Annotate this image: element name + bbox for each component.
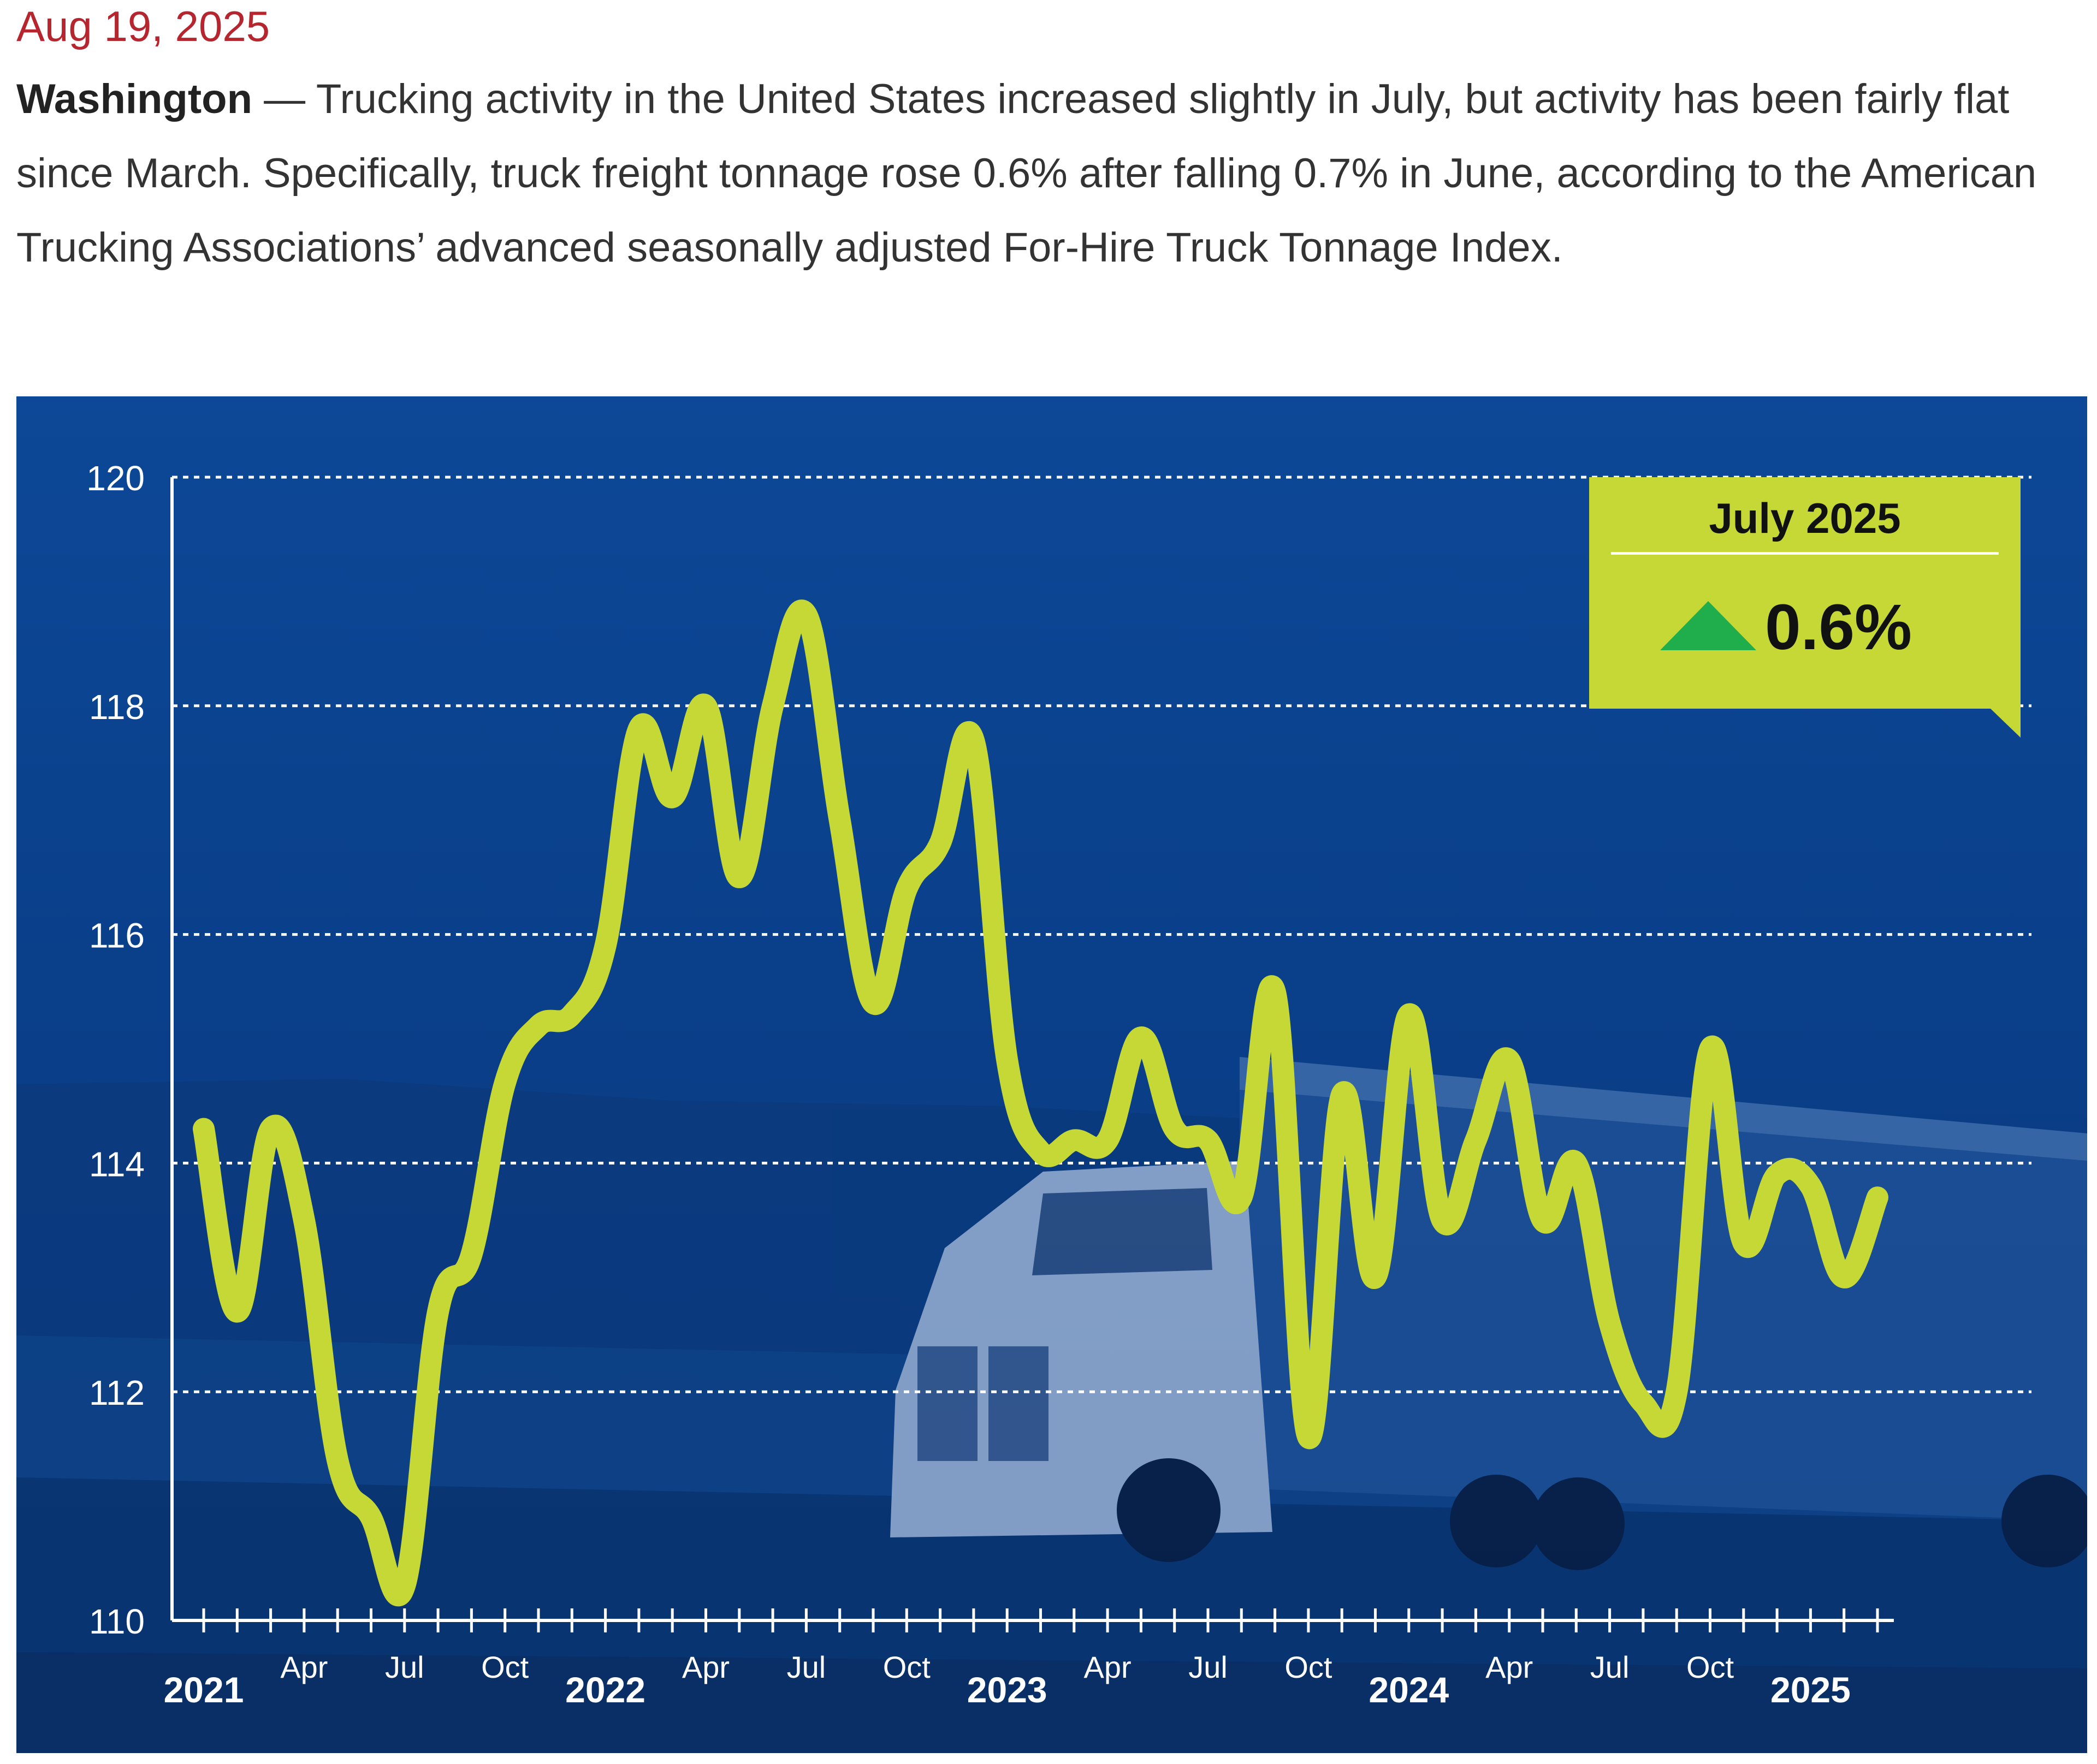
x-month-label: Oct bbox=[1686, 1650, 1734, 1684]
x-month-label: Apr bbox=[682, 1650, 730, 1684]
x-month-label: Apr bbox=[1084, 1650, 1132, 1684]
x-month-label: Jul bbox=[787, 1650, 826, 1684]
article-body: — Trucking activity in the United States… bbox=[16, 76, 2037, 271]
x-month-label: Jul bbox=[385, 1650, 424, 1684]
article: Aug 19, 2025 Washington — Trucking activ… bbox=[16, 0, 2081, 285]
x-month-label: Jul bbox=[1188, 1650, 1228, 1684]
x-month-label: Oct bbox=[1284, 1650, 1332, 1684]
callout-divider bbox=[1611, 552, 1999, 555]
callout-title: July 2025 bbox=[1709, 494, 1900, 542]
y-tick-label: 120 bbox=[86, 459, 145, 498]
truck-background-image bbox=[16, 1057, 2087, 1753]
callout-value: 0.6% bbox=[1765, 591, 1912, 663]
tonnage-chart-figure: 110 112 114 116 118 120 2021 Apr Jul Oct 2022 Apr J… bbox=[16, 396, 2087, 1753]
x-year-label: 2025 bbox=[1770, 1670, 1851, 1710]
truck-wheels bbox=[1117, 1458, 2087, 1570]
x-year-label: 2022 bbox=[565, 1670, 645, 1710]
x-month-label: Apr bbox=[280, 1650, 328, 1684]
x-month-label: Jul bbox=[1590, 1650, 1630, 1684]
callout-box: July 2025 0.6% bbox=[1589, 477, 2021, 738]
tonnage-line-chart: 110 112 114 116 118 120 2021 Apr Jul Oct 2022 Apr J… bbox=[16, 396, 2087, 1753]
x-month-label: Oct bbox=[883, 1650, 931, 1684]
x-axis: 2021 Apr Jul Oct 2022 Apr Jul Oct 2023 Apr Jul Oct 2… bbox=[164, 1608, 1894, 1710]
article-date: Aug 19, 2025 bbox=[16, 2, 270, 50]
chart-series bbox=[193, 599, 1888, 1607]
y-tick-label: 116 bbox=[89, 916, 145, 955]
x-month-label: Apr bbox=[1485, 1650, 1533, 1684]
article-lede: Washington — Trucking activity in the Un… bbox=[16, 62, 2070, 285]
y-axis: 110 112 114 116 118 120 bbox=[86, 459, 174, 1641]
article-dateline: Washington bbox=[16, 76, 252, 122]
truck-cab bbox=[890, 1161, 1272, 1537]
y-tick-label: 118 bbox=[89, 687, 145, 727]
y-tick-label: 112 bbox=[89, 1373, 145, 1412]
x-year-label: 2024 bbox=[1369, 1670, 1449, 1710]
y-tick-label: 114 bbox=[89, 1144, 145, 1184]
truck-trailer bbox=[1240, 1057, 2087, 1521]
x-year-label: 2023 bbox=[967, 1670, 1047, 1710]
series-line-tonnage-index bbox=[193, 599, 1888, 1607]
x-year-label: 2021 bbox=[164, 1670, 244, 1710]
up-arrow-icon bbox=[1660, 601, 1756, 650]
y-tick-label: 110 bbox=[89, 1602, 145, 1641]
x-month-label: Oct bbox=[481, 1650, 529, 1684]
